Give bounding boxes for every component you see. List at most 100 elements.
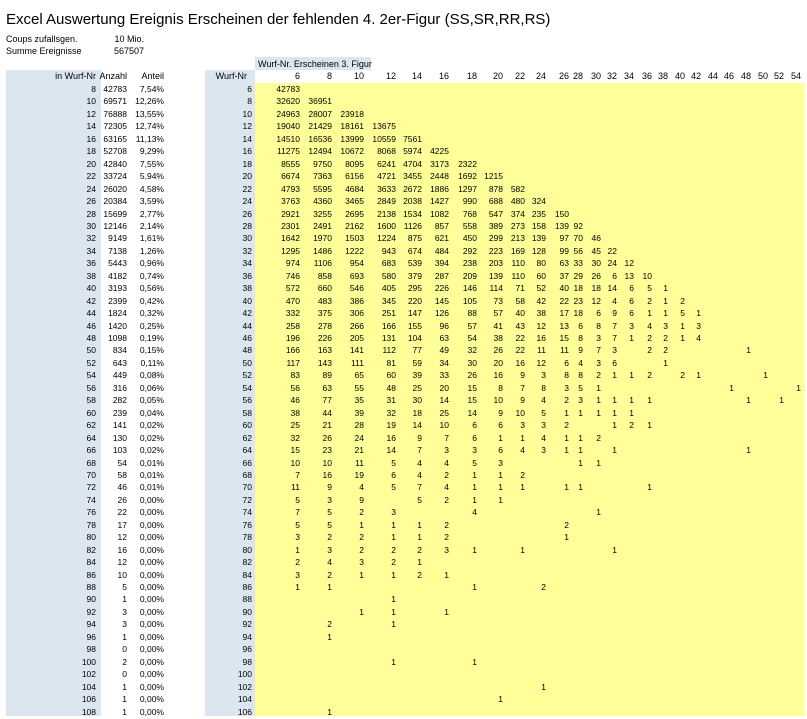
table-cell[interactable]: 5 (578, 382, 583, 393)
table-cell[interactable]: 1222 (345, 245, 364, 256)
table-cell[interactable]: 7,54% (139, 84, 164, 94)
table-cell[interactable]: 0,00% (139, 681, 164, 692)
table-cell[interactable]: 6 (564, 357, 569, 368)
table-cell[interactable]: 295 (407, 283, 422, 294)
table-cell[interactable]: 4182 (108, 270, 127, 281)
table-cell[interactable]: 2 (417, 569, 422, 580)
table-cell[interactable]: 2138 (377, 208, 396, 219)
table-cell[interactable]: 834 (112, 345, 127, 356)
row-label[interactable]: 20 (242, 171, 252, 182)
table-cell[interactable]: 16 (117, 544, 127, 555)
table-cell[interactable]: 621 (434, 233, 449, 244)
table-cell[interactable]: 4360 (313, 196, 332, 207)
table-cell[interactable]: 2,14% (139, 220, 164, 231)
table-cell[interactable]: 97 (559, 233, 569, 244)
table-cell[interactable]: 12 (591, 295, 601, 306)
table-cell[interactable]: 5443 (108, 258, 127, 269)
table-cell[interactable]: 5 (122, 582, 127, 592)
table-cell[interactable]: 0,02% (139, 420, 164, 431)
table-cell[interactable]: 2672 (403, 183, 422, 194)
left-col-header[interactable]: Anteil (141, 71, 164, 81)
table-cell[interactable]: 77 (322, 395, 332, 406)
table-cell[interactable]: 1 (391, 619, 396, 630)
table-cell[interactable]: 5 (541, 407, 546, 418)
table-cell[interactable]: 1 (612, 544, 617, 555)
table-cell[interactable]: 660 (317, 283, 332, 294)
table-cell[interactable]: 7 (612, 333, 617, 343)
row-label[interactable]: 102 (81, 669, 96, 680)
row-label[interactable]: 56 (242, 395, 252, 406)
table-cell[interactable]: 1 (578, 482, 583, 493)
table-cell[interactable]: 9 (327, 482, 332, 493)
table-cell[interactable]: 3 (472, 445, 477, 456)
table-cell[interactable]: 35 (354, 395, 364, 406)
table-cell[interactable]: 3 (359, 557, 364, 568)
row-label[interactable]: 30 (242, 233, 252, 244)
table-cell[interactable]: 1 (444, 606, 449, 617)
table-cell[interactable]: 3 (629, 320, 634, 331)
table-cell[interactable]: 24 (607, 258, 617, 269)
table-cell[interactable]: 1 (596, 395, 601, 406)
table-cell[interactable]: 0,00% (139, 594, 164, 605)
table-cell[interactable]: 0,01% (139, 482, 164, 493)
table-cell[interactable]: 32 (386, 407, 396, 418)
row-label[interactable]: 96 (86, 631, 96, 642)
row-label[interactable]: 44 (86, 308, 96, 319)
corner-header[interactable]: Wurf-Nr (215, 71, 247, 81)
table-cell[interactable]: 3173 (430, 158, 449, 169)
table-cell[interactable]: 12 (536, 320, 546, 331)
table-cell[interactable]: 857 (434, 220, 449, 231)
row-label[interactable]: 50 (242, 357, 252, 368)
table-cell[interactable]: 2921 (281, 208, 300, 219)
table-cell[interactable]: 112 (382, 345, 396, 356)
table-cell[interactable]: 239 (112, 407, 127, 418)
row-label[interactable]: 42 (86, 295, 96, 306)
col-header[interactable]: 16 (438, 71, 449, 81)
table-cell[interactable]: 25 (439, 407, 449, 418)
table-cell[interactable]: 11 (355, 457, 364, 468)
table-cell[interactable]: 139 (531, 233, 546, 244)
table-cell[interactable]: 1 (417, 532, 422, 543)
table-cell[interactable]: 0,00% (139, 507, 164, 518)
table-cell[interactable]: 4721 (377, 171, 396, 182)
table-cell[interactable]: 7561 (403, 133, 422, 144)
table-cell[interactable]: 63165 (103, 133, 127, 144)
row-label[interactable]: 72 (86, 482, 96, 493)
table-cell[interactable]: 9 (520, 395, 525, 406)
table-cell[interactable]: 0,00% (139, 544, 164, 555)
table-cell[interactable]: 42 (536, 295, 546, 306)
table-cell[interactable]: 6 (629, 283, 634, 294)
table-cell[interactable]: 38 (536, 308, 546, 319)
table-cell[interactable]: 16 (386, 432, 396, 443)
col-header[interactable]: 8 (326, 71, 332, 81)
row-label[interactable]: 52 (86, 357, 96, 368)
table-cell[interactable]: 2 (327, 619, 332, 630)
table-cell[interactable]: 1 (596, 507, 601, 518)
row-label[interactable]: 28 (242, 220, 252, 231)
table-cell[interactable]: 1600 (377, 220, 396, 231)
table-cell[interactable]: 223 (488, 245, 503, 256)
table-cell[interactable]: 1 (663, 308, 668, 319)
table-cell[interactable]: 0,25% (139, 320, 164, 331)
table-cell[interactable]: 11 (560, 345, 569, 356)
table-cell[interactable]: 48 (386, 382, 396, 393)
row-label[interactable]: 66 (86, 445, 96, 456)
row-label[interactable]: 90 (242, 606, 252, 617)
table-cell[interactable]: 3 (612, 345, 617, 356)
table-cell[interactable]: 34 (439, 357, 449, 368)
table-cell[interactable]: 1106 (313, 258, 332, 269)
table-cell[interactable]: 145 (434, 295, 449, 306)
table-cell[interactable]: 5 (327, 519, 332, 530)
table-cell[interactable]: 58 (515, 295, 525, 306)
table-cell[interactable]: 7138 (108, 245, 127, 256)
table-cell[interactable]: 8 (564, 370, 569, 381)
table-cell[interactable]: 1 (578, 445, 583, 456)
col-header[interactable]: 20 (492, 71, 503, 81)
table-cell[interactable]: 17 (559, 308, 569, 319)
table-cell[interactable]: 1427 (430, 196, 449, 207)
table-cell[interactable]: 22 (515, 345, 525, 356)
row-label[interactable]: 40 (86, 283, 96, 294)
table-cell[interactable]: 146 (462, 283, 477, 294)
table-cell[interactable]: 0,00% (139, 619, 164, 630)
table-cell[interactable]: 139 (488, 270, 503, 281)
